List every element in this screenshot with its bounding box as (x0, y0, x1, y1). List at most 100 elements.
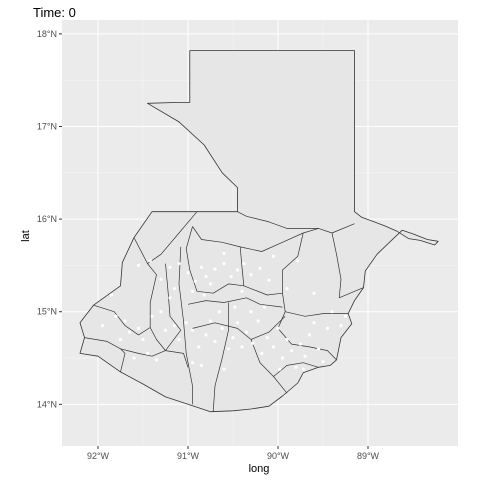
data-point (190, 289, 195, 293)
department-border (93, 304, 151, 336)
data-point (240, 345, 244, 349)
data-point (163, 328, 168, 332)
department-border (331, 232, 364, 299)
data-point (301, 367, 305, 371)
data-point (202, 293, 206, 297)
department-border (185, 226, 244, 294)
data-point (260, 351, 264, 355)
data-point (312, 321, 316, 325)
data-point (172, 324, 177, 328)
x-tick-label: 92°W (87, 451, 110, 461)
data-point (294, 365, 298, 369)
department-border (165, 263, 182, 351)
data-point (141, 337, 145, 342)
data-point (271, 254, 276, 258)
data-point (208, 282, 213, 286)
data-point (229, 274, 233, 279)
x-tick-label: 90°W (267, 451, 290, 461)
data-point (251, 341, 255, 345)
data-point (242, 262, 246, 266)
data-point (249, 310, 253, 314)
data-point (289, 349, 294, 353)
data-point (244, 330, 249, 334)
data-point (303, 354, 307, 358)
data-point (325, 326, 330, 330)
data-point (235, 268, 240, 272)
data-point (109, 293, 114, 297)
data-point (204, 333, 208, 337)
data-point (197, 345, 201, 349)
y-axis-title: lat (20, 230, 32, 242)
data-point (199, 265, 204, 269)
data-point (118, 337, 123, 342)
x-tick-label: 91°W (177, 451, 200, 461)
data-point (177, 262, 181, 266)
y-axis-ticks: 14°N 15°N 16°N 17°N 18°N (37, 29, 62, 409)
data-point (296, 259, 300, 263)
data-point (127, 330, 132, 334)
data-point (148, 259, 152, 263)
data-point (123, 319, 127, 323)
department-border (178, 246, 193, 405)
data-point (285, 287, 289, 291)
department-border (149, 327, 189, 368)
country-map (79, 50, 439, 413)
department-border (285, 311, 349, 317)
data-point (190, 361, 195, 365)
x-axis-ticks: 92°W 91°W 90°W 89°W (87, 446, 380, 461)
department-border (187, 297, 283, 308)
data-point (217, 310, 222, 314)
department-border (239, 246, 283, 296)
data-point (312, 291, 316, 295)
data-point (267, 278, 271, 282)
department-border (250, 316, 286, 340)
data-point (136, 326, 141, 330)
data-point (271, 345, 276, 349)
data-point (316, 347, 321, 351)
data-point (208, 319, 213, 323)
data-point (114, 314, 118, 318)
data-point (159, 310, 163, 314)
data-point (298, 342, 303, 346)
data-point (330, 310, 334, 314)
data-point (190, 328, 195, 332)
department-border (120, 348, 126, 372)
data-point (220, 326, 224, 330)
data-point (278, 367, 282, 371)
plot-title: Time: 0 (33, 5, 76, 20)
data-point (231, 336, 235, 340)
data-point (154, 358, 159, 362)
data-point (233, 305, 237, 309)
data-point (145, 351, 150, 355)
data-point (222, 251, 226, 255)
data-point (172, 287, 177, 291)
y-tick-label: 14°N (37, 399, 57, 409)
data-point (321, 360, 325, 364)
data-points (100, 251, 348, 371)
data-point (307, 333, 312, 337)
country-outline (79, 50, 439, 413)
data-point (213, 339, 217, 343)
data-point (177, 337, 181, 342)
data-point (339, 324, 343, 328)
x-tick-label: 89°W (357, 451, 380, 461)
data-point (136, 263, 141, 267)
data-point (249, 273, 253, 277)
data-point (343, 314, 348, 318)
data-point (285, 337, 289, 342)
data-point (213, 267, 217, 271)
data-point (193, 279, 197, 283)
data-point (100, 324, 105, 328)
data-point (132, 356, 136, 360)
data-point (240, 289, 244, 293)
department-border (192, 226, 319, 252)
data-point (184, 321, 188, 325)
x-axis-title: long (249, 463, 270, 475)
data-point (168, 296, 172, 300)
y-tick-label: 16°N (37, 214, 57, 224)
data-point (150, 314, 154, 318)
data-point (222, 367, 226, 371)
department-border (147, 211, 198, 264)
data-point (265, 336, 269, 340)
